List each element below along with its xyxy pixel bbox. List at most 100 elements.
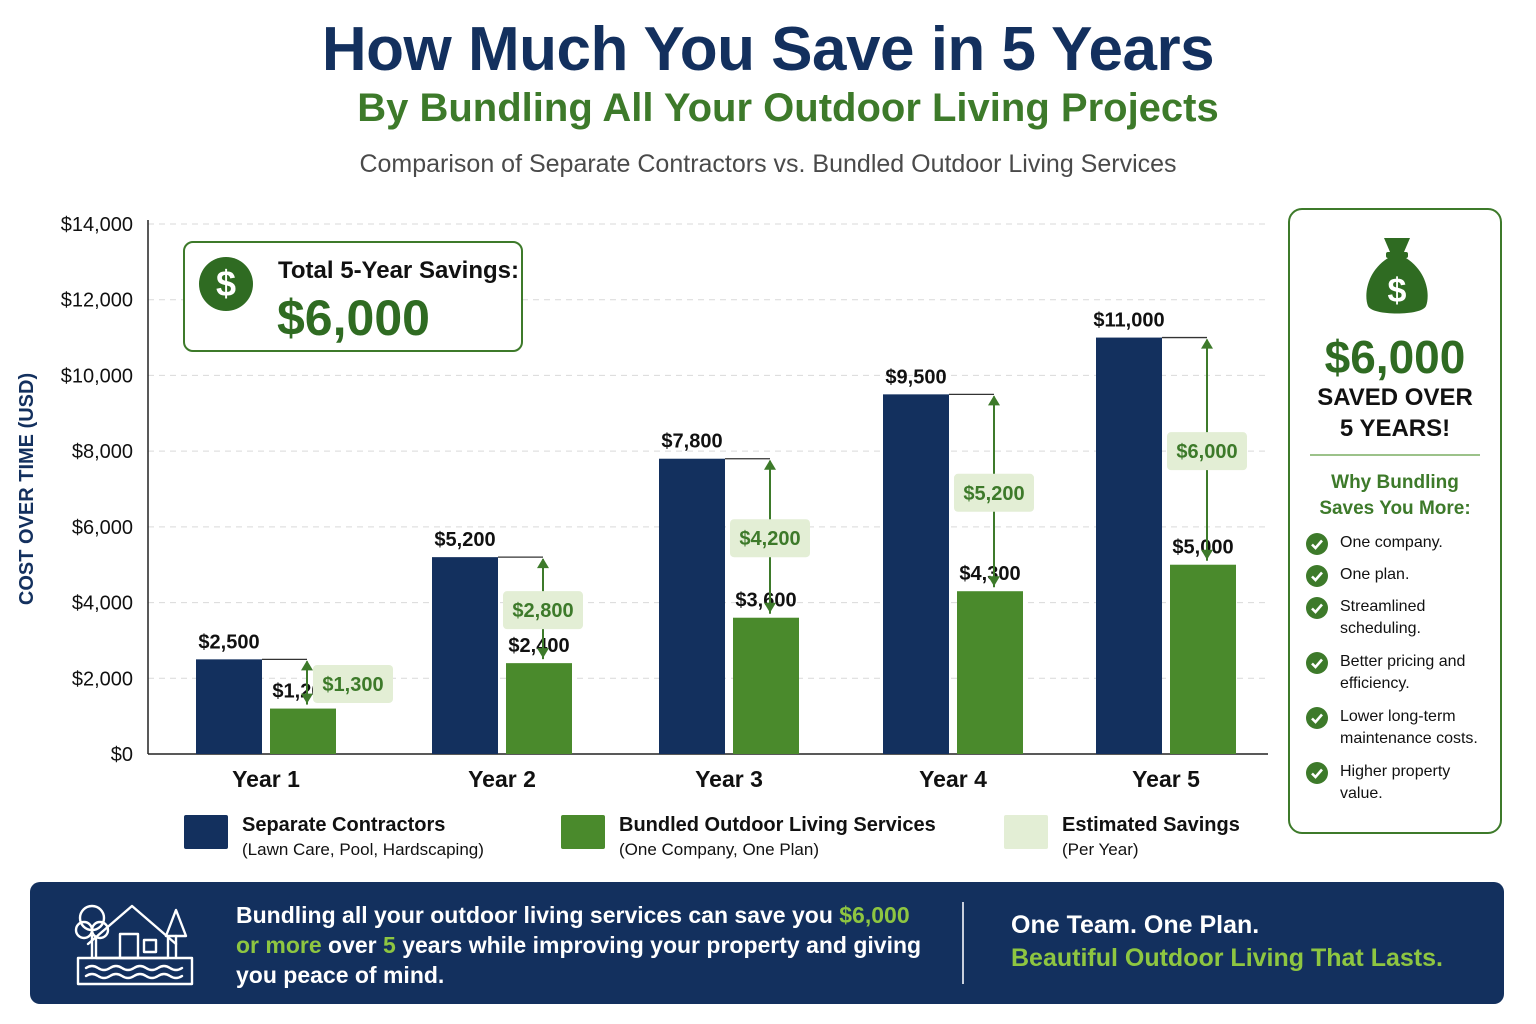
bar-value-label: $5,000 (1172, 537, 1233, 559)
check-circle-icon (1306, 707, 1328, 729)
bar-separate (1096, 337, 1162, 754)
legend-title: Separate Contractors (242, 814, 446, 836)
y-tick-label: $8,000 (72, 441, 133, 463)
bar-bundled (270, 708, 336, 754)
x-tick-label: Year 4 (919, 766, 987, 792)
dollar-coin-icon: $ (199, 257, 253, 311)
banner-text: years while improving your property and … (236, 932, 922, 988)
legend-title: Bundled Outdoor Living Services (619, 814, 936, 836)
bar-separate (883, 394, 949, 754)
side-panel-divider (1310, 454, 1480, 456)
savings-label-bg (1167, 432, 1247, 471)
savings-arrowhead (764, 459, 776, 470)
savings-value-label: $2,800 (512, 600, 573, 622)
savings-arrowhead (988, 576, 1000, 587)
banner-highlight-amount: $6,000 or more (236, 902, 910, 958)
banner-highlight-years: 5 (383, 932, 396, 958)
x-tick-label: Year 5 (1132, 766, 1200, 792)
savings-label-bg (730, 519, 810, 558)
banner-tagline-1: One Team. One Plan. (1011, 911, 1260, 939)
bar-value-label: $9,500 (885, 366, 946, 388)
banner-tagline-2: Beautiful Outdoor Living That Lasts. (1011, 944, 1443, 972)
list-item: One company. (1306, 532, 1500, 555)
check-circle-icon (1306, 533, 1328, 555)
bar-separate (196, 659, 262, 754)
benefits-list: One company. One plan. Streamlined sched… (1306, 532, 1500, 805)
y-tick-label: $12,000 (61, 290, 133, 312)
bar-value-label: $7,800 (661, 431, 722, 453)
legend-subtitle: (One Company, One Plan) (619, 840, 819, 859)
total-savings-value: $6,000 (277, 290, 430, 346)
savings-side-panel: $ $6,000 SAVED OVER 5 YEARS! Why Bundlin… (1288, 208, 1502, 834)
list-item: Higher property value. (1306, 761, 1480, 805)
legend-swatch (561, 815, 605, 849)
why-bundling-heading: Why Bundling Saves You More: (1290, 470, 1500, 522)
savings-arrowhead (537, 648, 549, 659)
why-line-2: Saves You More: (1319, 498, 1471, 519)
banner-divider (962, 902, 964, 984)
y-tick-label: $10,000 (61, 365, 133, 387)
bar-value-label: $2,500 (198, 631, 259, 653)
saved-line-2: 5 YEARS! (1339, 415, 1451, 442)
bar-bundled (1170, 564, 1236, 754)
savings-arrowhead (1201, 338, 1213, 349)
check-circle-icon (1306, 762, 1328, 784)
banner-message: Bundling all your outdoor living service… (236, 900, 936, 990)
banner-text: Bundling all your outdoor living service… (236, 902, 840, 928)
why-line-1: Why Bundling (1331, 472, 1459, 493)
savings-label-bg (503, 591, 583, 630)
benefit-text: One company. (1340, 534, 1443, 551)
list-item: One plan. (1306, 564, 1500, 587)
house-pool-icon (74, 904, 194, 986)
legend-subtitle: (Lawn Care, Pool, Hardscaping) (242, 840, 484, 859)
total-savings-box: $ Total 5-Year Savings: $6,000 (183, 241, 523, 352)
list-item: Better pricing and efficiency. (1306, 651, 1470, 695)
savings-label-bg (313, 664, 393, 703)
side-panel-amount: $6,000 (1324, 331, 1466, 383)
y-tick-label: $6,000 (72, 517, 133, 539)
legend-swatch (1004, 815, 1048, 849)
side-panel-saved-text: SAVED OVER 5 YEARS! (1290, 382, 1500, 444)
list-item: Lower long-term maintenance costs. (1306, 706, 1500, 750)
benefit-text: Better pricing and efficiency. (1340, 653, 1466, 692)
bottom-banner: Bundling all your outdoor living service… (30, 882, 1504, 1004)
savings-value-label: $1,300 (322, 674, 383, 696)
legend-title: Estimated Savings (1062, 814, 1240, 836)
check-circle-icon (1306, 597, 1328, 619)
y-tick-label: $0 (111, 744, 133, 766)
savings-arrowhead (764, 602, 776, 613)
bar-bundled (506, 663, 572, 754)
bar-bundled (733, 617, 799, 754)
y-axis-label: COST OVER TIME (USD) (16, 373, 38, 605)
page-caption: Comparison of Separate Contractors vs. B… (359, 150, 1177, 178)
savings-arrowhead (988, 395, 1000, 406)
y-tick-label: $14,000 (61, 214, 133, 236)
bar-value-label: $2,400 (508, 635, 569, 657)
legend-subtitle: (Per Year) (1062, 840, 1139, 859)
banner-text: over (321, 932, 384, 958)
page-title: How Much You Save in 5 Years (321, 15, 1215, 84)
bar-value-label: $4,300 (959, 563, 1020, 585)
bar-value-label: $5,200 (434, 529, 495, 551)
y-tick-label: $2,000 (72, 668, 133, 690)
benefit-text: Higher property value. (1340, 763, 1451, 802)
y-tick-label: $4,000 (72, 593, 133, 615)
list-item: Streamlined scheduling. (1306, 596, 1460, 640)
x-tick-label: Year 3 (695, 766, 763, 792)
savings-label-bg (954, 473, 1034, 512)
benefit-text: Streamlined scheduling. (1340, 598, 1426, 637)
benefit-text: Lower long-term maintenance costs. (1340, 708, 1478, 747)
bar-value-label: $11,000 (1093, 310, 1164, 332)
bar-separate (659, 458, 725, 754)
legend-swatch (184, 815, 228, 849)
savings-arrowhead (537, 558, 549, 569)
bar-value-label: $3,600 (735, 590, 796, 612)
bar-chart: $0 $2,000 $4,000 $6,000 $8,000 $10,000 $12,000… (16, 214, 1268, 792)
benefit-text: One plan. (1340, 566, 1410, 583)
check-circle-icon (1306, 565, 1328, 587)
x-tick-label: Year 1 (232, 766, 300, 792)
savings-arrowhead (301, 660, 313, 671)
savings-arrowhead (1201, 549, 1213, 560)
page-subtitle: By Bundling All Your Outdoor Living Proj… (357, 86, 1219, 130)
bar-separate (432, 557, 498, 754)
